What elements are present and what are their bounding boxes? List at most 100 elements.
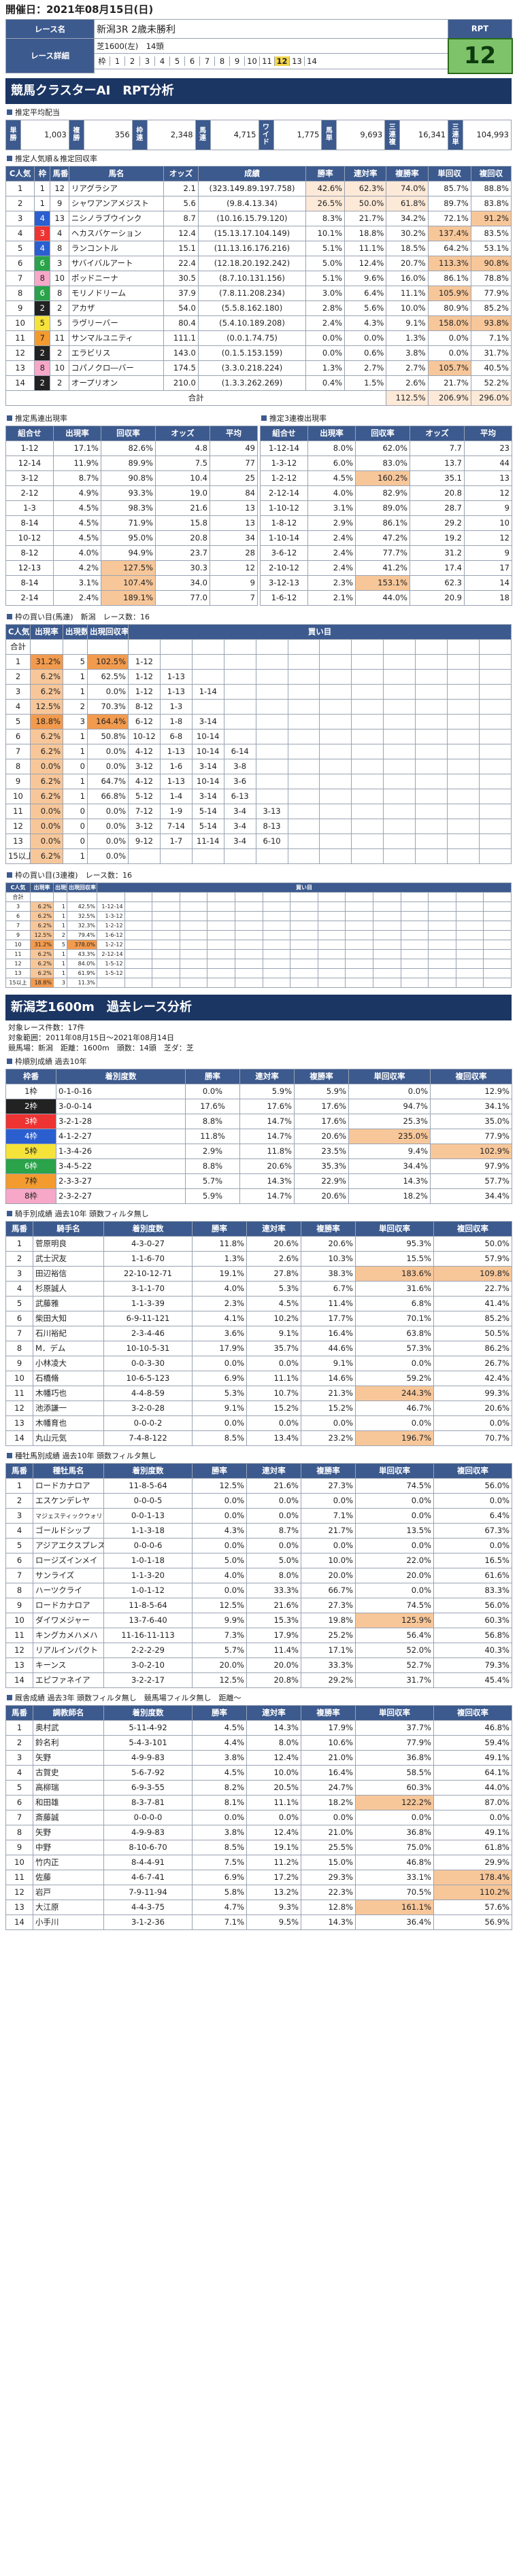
table-cell: 63.8% bbox=[355, 1325, 434, 1341]
table-cell bbox=[207, 948, 235, 959]
table-cell bbox=[345, 977, 373, 988]
table-cell: 1-3 bbox=[5, 500, 54, 516]
section-title-past: 新潟芝1600m 過去レース分析 bbox=[5, 994, 512, 1020]
table-cell: 28.7 bbox=[410, 500, 465, 516]
column-header: 組合せ bbox=[5, 425, 54, 441]
table-cell: 3-12 bbox=[128, 758, 161, 774]
table-cell: 5.0% bbox=[246, 1552, 301, 1568]
table-cell: 4 bbox=[5, 225, 35, 241]
table-cell: 11-16-11-113 bbox=[103, 1627, 193, 1643]
column-header: 連対率 bbox=[246, 1704, 301, 1721]
cond-range: 対象範囲：2011年08月15日～2021年08月14日 bbox=[8, 1033, 174, 1042]
table-row: 3 6.2% 1 42.5% 1-12-14 bbox=[5, 901, 512, 912]
table-cell bbox=[124, 929, 153, 940]
table-cell: 6.2% bbox=[30, 728, 63, 744]
table-cell: 3 bbox=[5, 1507, 33, 1524]
table-row: 2-12 4.9% 93.3% 19.0 84 bbox=[5, 485, 258, 501]
table-cell: 5-4-3-101 bbox=[103, 1734, 193, 1751]
bullet-square-icon bbox=[7, 1210, 12, 1216]
table-cell: 1-13 bbox=[159, 668, 193, 685]
table-cell bbox=[207, 910, 235, 921]
column-header: 複回収 bbox=[470, 165, 512, 182]
table-cell: 17.9% bbox=[192, 1340, 247, 1356]
payout-label: 三連複 bbox=[384, 119, 401, 150]
table-cell: 2 bbox=[63, 698, 88, 715]
table-cell: 19.0 bbox=[155, 485, 210, 501]
table-cell: 4 bbox=[50, 225, 69, 241]
table-cell: 32.5% bbox=[67, 910, 97, 921]
table-cell: 20.6% bbox=[301, 1235, 356, 1252]
table-cell bbox=[255, 653, 288, 670]
table-cell bbox=[455, 929, 484, 940]
table-row: 7 石川裕紀 2-3-4-46 3.6% 9.1% 16.4% 63.8% 50.5% bbox=[5, 1325, 512, 1341]
table-cell: 5-14 bbox=[191, 803, 224, 819]
table-cell: 2-12-14 bbox=[97, 948, 125, 959]
table-cell bbox=[345, 901, 373, 912]
table-cell: 7.3% bbox=[192, 1627, 247, 1643]
payout-value: 1,775 bbox=[273, 119, 322, 150]
table-cell: 7 bbox=[5, 1809, 33, 1825]
table-cell bbox=[287, 833, 320, 849]
column-header: 平均 bbox=[210, 425, 258, 441]
table-cell: 1 bbox=[53, 967, 67, 978]
table-cell: 3.8% bbox=[192, 1824, 247, 1840]
table-cell: 3 bbox=[34, 225, 51, 241]
table-row: 3 6.2% 1 0.0% 1-12 1-13 1-14 bbox=[5, 683, 512, 700]
table-cell: 8-13 bbox=[255, 818, 288, 834]
table-cell: 13 bbox=[5, 1899, 33, 1915]
table-cell bbox=[415, 653, 448, 670]
table-cell: 11.1% bbox=[344, 240, 387, 256]
table-row: 12 0.0% 0 0.0% 3-12 7-14 5-14 3-4 8-13 bbox=[5, 818, 512, 834]
table-cell: 柴田大知 bbox=[33, 1310, 104, 1326]
table-cell: 3.8% bbox=[192, 1749, 247, 1766]
table-cell: 12.5% bbox=[192, 1672, 247, 1688]
column-header: 勝率 bbox=[305, 165, 346, 182]
column-header: 馬番 bbox=[5, 1220, 33, 1237]
table-row: 8枠 2-3-2-27 5.9% 14.7% 20.6% 18.2% 34.4% bbox=[5, 1188, 512, 1204]
table-cell bbox=[290, 901, 318, 912]
table-cell bbox=[428, 958, 456, 969]
table-cell: 99.3% bbox=[433, 1385, 512, 1401]
table-cell: 1-12-14 bbox=[260, 440, 308, 456]
table-row: 8-14 3.1% 107.4% 34.0 9 bbox=[5, 574, 258, 591]
frame-number: 2 bbox=[124, 56, 139, 66]
table-cell: 91.2% bbox=[470, 210, 512, 226]
rpt-label: RPT bbox=[448, 19, 512, 39]
table-cell bbox=[483, 929, 512, 940]
table-cell: 0-1-0-16 bbox=[56, 1083, 186, 1099]
table-cell: 8 bbox=[5, 1824, 33, 1840]
column-header: 複回収率 bbox=[430, 1068, 512, 1084]
table-cell: 4.5% bbox=[53, 500, 101, 516]
table-cell bbox=[317, 967, 346, 978]
table-cell: 5-14 bbox=[191, 818, 224, 834]
table-cell: 174.5 bbox=[163, 360, 199, 376]
table-cell: 31.2% bbox=[30, 939, 54, 950]
table-cell bbox=[351, 698, 384, 715]
table-cell: 14.7% bbox=[239, 1113, 295, 1129]
table-cell bbox=[483, 891, 512, 902]
table-cell bbox=[478, 638, 512, 655]
table-cell: サバイバルアート bbox=[68, 255, 165, 271]
table-cell: (323.149.89.197.758) bbox=[197, 180, 307, 196]
table-cell: 11.8% bbox=[185, 1128, 240, 1144]
table-cell: 8.7% bbox=[53, 470, 101, 486]
table-cell: アジアエクスプレス bbox=[33, 1537, 104, 1553]
table-cell: 6 bbox=[34, 255, 51, 271]
table-row: 7枠 2-3-3-27 5.7% 14.3% 22.9% 14.3% 57.7% bbox=[5, 1173, 512, 1189]
table-cell bbox=[351, 803, 384, 819]
table-cell: 62.3 bbox=[410, 574, 465, 591]
table-cell: 9-12 bbox=[128, 833, 161, 849]
table-cell bbox=[415, 773, 448, 789]
column-header: オッズ bbox=[155, 425, 210, 441]
table-cell: 61.8% bbox=[433, 1839, 512, 1855]
table-cell: 6.2% bbox=[30, 910, 54, 921]
table-cell: 14.3% bbox=[239, 1173, 295, 1189]
table-cell: 12 bbox=[50, 180, 69, 196]
column-header: 調教師名 bbox=[33, 1704, 104, 1721]
table-cell bbox=[483, 977, 512, 988]
cond-count: 対象レース件数：17件 bbox=[8, 1023, 85, 1032]
table-cell bbox=[290, 910, 318, 921]
table-cell: 34.4% bbox=[430, 1188, 512, 1204]
table-cell: 4枠 bbox=[5, 1128, 56, 1144]
table-cell: 10-6-5-123 bbox=[103, 1370, 193, 1386]
